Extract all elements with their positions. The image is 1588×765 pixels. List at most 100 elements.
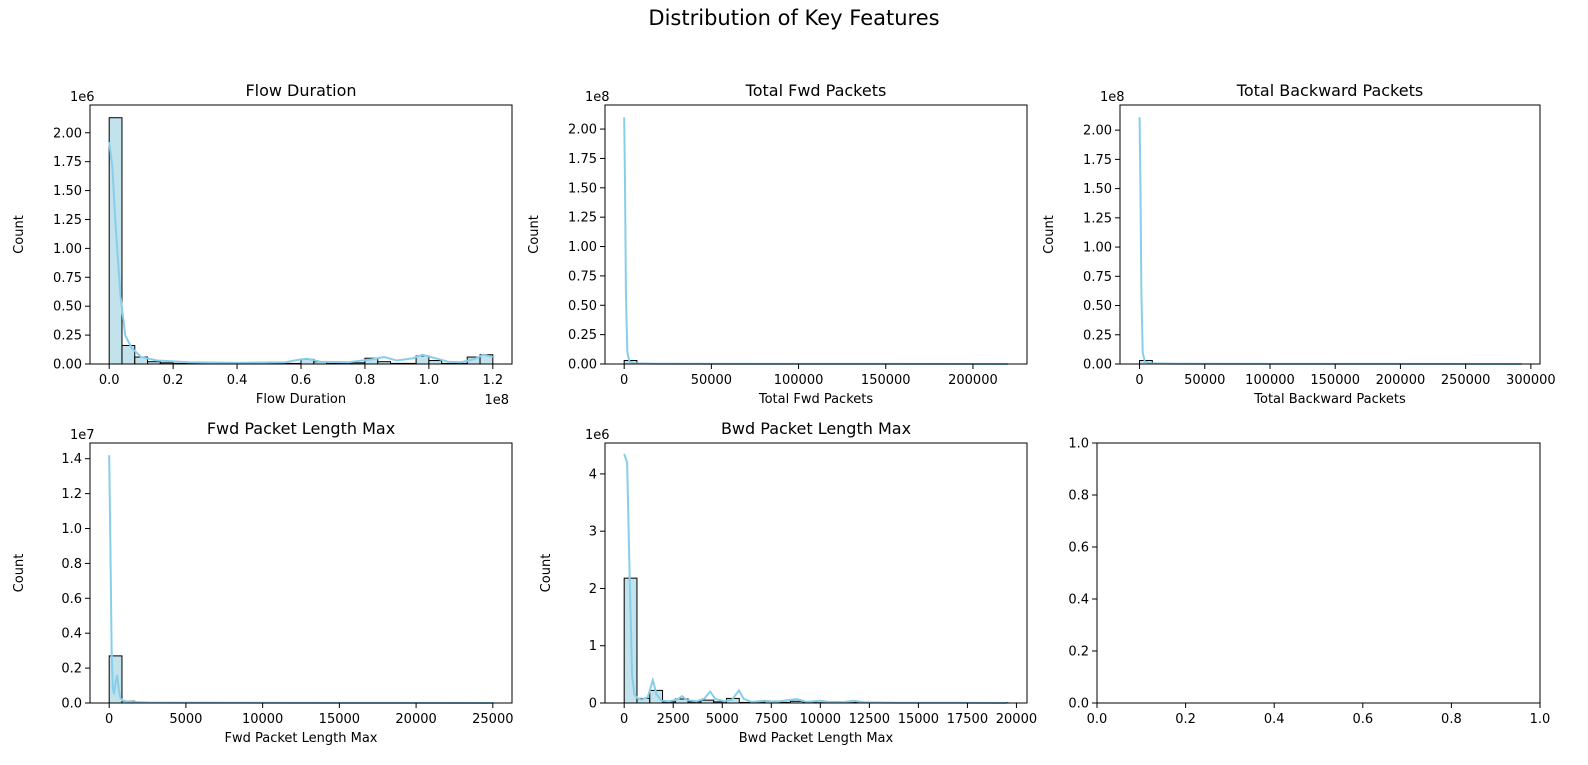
y-tick-label: 2.00 xyxy=(568,123,597,138)
x-tick-label: 0.2 xyxy=(1175,712,1196,727)
y-tick-label: 0.75 xyxy=(568,269,597,284)
x-tick-label: 250000 xyxy=(1441,373,1491,388)
y-tick-label: 4 xyxy=(589,467,597,482)
x-axis-label: Flow Duration xyxy=(256,392,346,407)
x-tick-label: 12500 xyxy=(849,712,890,727)
subplot-1: 0.0 0.2 0.4 0.6 0.8 1.0 1.2 0.00 0.25 0.50 0.75 1.0… xyxy=(12,81,513,408)
y-tick-label: 1.75 xyxy=(568,152,597,167)
x-tick-label: 0.0 xyxy=(99,373,120,388)
x-tick-label: 15000 xyxy=(319,712,360,727)
x-tick-label: 150000 xyxy=(1310,373,1360,388)
kde-line xyxy=(623,117,1008,365)
axes-frame xyxy=(1119,104,1541,365)
y-axis-label: Count xyxy=(539,554,554,593)
y-tick-label: 0.00 xyxy=(53,358,82,373)
x-tick-label: 0.8 xyxy=(1441,712,1462,727)
kde-line xyxy=(108,455,493,704)
y-tick-label: 0.4 xyxy=(61,627,82,642)
y-tick-label: 0.2 xyxy=(61,662,82,677)
x-tick-label: 0 xyxy=(1135,373,1143,388)
x-tick-label: 17500 xyxy=(947,712,988,727)
y-tick-label: 0.0 xyxy=(1068,697,1089,712)
x-tick-label: 7500 xyxy=(755,712,788,727)
histogram-bars xyxy=(623,577,1009,704)
axes-frame xyxy=(89,104,513,365)
kde-line xyxy=(108,141,494,364)
x-tick-label: 100000 xyxy=(1245,373,1295,388)
x-tick-label: 200000 xyxy=(1376,373,1426,388)
x-axis-label: Fwd Packet Length Max xyxy=(224,731,377,746)
y-tick-label: 0.0 xyxy=(61,697,82,712)
y-tick-label: 1.75 xyxy=(53,155,82,170)
subplot-title: Fwd Packet Length Max xyxy=(207,419,395,438)
y-tick-label: 1.0 xyxy=(1068,437,1089,452)
y-axis-label: Count xyxy=(12,215,27,254)
y-tick-label: 0.00 xyxy=(1083,358,1112,373)
x-tick-label: 10000 xyxy=(800,712,841,727)
y-tick-label: 2.00 xyxy=(1083,124,1112,139)
y-tick-label: 1.2 xyxy=(61,487,82,502)
y-offset-text: 1e6 xyxy=(585,428,610,443)
x-tick-label: 0.4 xyxy=(227,373,248,388)
x-tick-label: 20000 xyxy=(395,712,436,727)
x-tick-label: 50000 xyxy=(691,373,732,388)
x-tick-label: 1.0 xyxy=(419,373,440,388)
y-tick-label: 0 xyxy=(589,697,597,712)
y-tick-label: 0.25 xyxy=(1083,328,1112,343)
y-axis-label: Count xyxy=(1042,215,1057,254)
y-offset-text: 1e8 xyxy=(1100,90,1125,105)
y-tick-label: 2 xyxy=(589,582,597,597)
x-tick-label: 1.2 xyxy=(482,373,503,388)
axes-frame xyxy=(89,442,513,704)
x-tick-label: 100000 xyxy=(774,373,824,388)
y-tick-label: 1.50 xyxy=(568,181,597,196)
x-tick-label: 15000 xyxy=(898,712,939,727)
x-tick-label: 0.0 xyxy=(1087,712,1108,727)
y-tick-label: 1.25 xyxy=(53,213,82,228)
axes-frame xyxy=(604,104,1028,365)
subplot-2: 0 50000 100000 150000 200000 0.00 0.25 0.50 0.75… xyxy=(527,81,1028,407)
axes-frame xyxy=(1096,442,1541,704)
y-offset-text: 1e7 xyxy=(70,428,95,443)
y-tick-label: 2.00 xyxy=(53,126,82,141)
histogram-bars xyxy=(108,655,494,704)
x-tick-label: 150000 xyxy=(861,373,911,388)
x-offset-text: 1e8 xyxy=(484,393,509,408)
axes-frame xyxy=(604,442,1028,704)
subplot-4: 0 5000 10000 15000 20000 25000 0.0 0.2 0.4 0.6 0.8… xyxy=(12,419,513,746)
y-tick-label: 1.00 xyxy=(53,242,82,257)
x-tick-label: 0 xyxy=(105,712,113,727)
y-tick-label: 0.00 xyxy=(568,358,597,373)
x-axis-label: Total Fwd Packets xyxy=(758,392,874,407)
y-tick-label: 1.4 xyxy=(61,452,82,467)
y-offset-text: 1e8 xyxy=(585,90,610,105)
y-tick-label: 0.25 xyxy=(53,329,82,344)
y-tick-label: 1.75 xyxy=(1083,153,1112,168)
x-tick-label: 0.8 xyxy=(355,373,376,388)
y-tick-label: 1.50 xyxy=(1083,182,1112,197)
y-tick-label: 0.6 xyxy=(1068,541,1089,556)
y-tick-label: 0.8 xyxy=(1068,489,1089,504)
histogram-bars xyxy=(108,117,494,365)
y-tick-label: 0.50 xyxy=(568,299,597,314)
y-axis-label: Count xyxy=(12,554,27,593)
x-tick-label: 0 xyxy=(620,712,628,727)
x-tick-label: 25000 xyxy=(472,712,513,727)
kde-line xyxy=(623,453,1007,704)
y-tick-label: 0.8 xyxy=(61,557,82,572)
y-tick-label: 0.6 xyxy=(61,592,82,607)
x-tick-label: 2500 xyxy=(657,712,690,727)
y-offset-text: 1e6 xyxy=(70,90,95,105)
y-tick-label: 0.2 xyxy=(1068,645,1089,660)
x-tick-label: 0.2 xyxy=(163,373,184,388)
y-tick-label: 1.50 xyxy=(53,184,82,199)
x-tick-label: 1.0 xyxy=(1530,712,1551,727)
y-tick-label: 0.4 xyxy=(1068,593,1089,608)
x-tick-label: 200000 xyxy=(948,373,998,388)
x-tick-label: 50000 xyxy=(1184,373,1225,388)
y-tick-label: 0.75 xyxy=(53,271,82,286)
y-tick-label: 1.25 xyxy=(568,211,597,226)
x-tick-label: 10000 xyxy=(242,712,283,727)
x-tick-label: 0.4 xyxy=(1264,712,1285,727)
